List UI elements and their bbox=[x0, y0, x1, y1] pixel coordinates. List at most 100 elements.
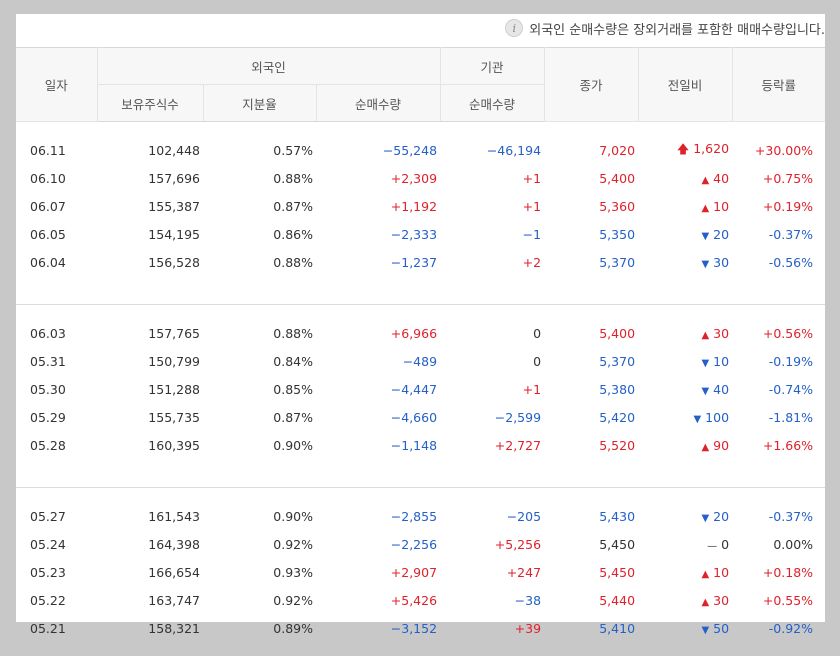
notice-bar: i 외국인 순매수량은 장외거래를 포함한 매매수량입니다. bbox=[505, 14, 825, 42]
change-value: 10 bbox=[713, 199, 729, 214]
spacer-cell bbox=[16, 122, 825, 137]
close-cell: 5,410 bbox=[544, 614, 638, 642]
change-cell: — 0 bbox=[638, 530, 732, 558]
inst-net-cell: −205 bbox=[440, 502, 544, 530]
foreign-net-cell: +5,426 bbox=[316, 586, 440, 614]
col-close: 종가 bbox=[544, 48, 638, 122]
triangle-up-icon: ▲ bbox=[701, 442, 709, 453]
change-cell: ▲ 40 bbox=[638, 164, 732, 192]
foreign-net-cell: −4,660 bbox=[316, 403, 440, 431]
inst-net-cell: +5,256 bbox=[440, 530, 544, 558]
date-cell: 05.21 bbox=[16, 614, 97, 642]
close-cell: 5,400 bbox=[544, 319, 638, 347]
inst-net-cell: +2,727 bbox=[440, 431, 544, 459]
holdings-cell: 150,799 bbox=[97, 347, 203, 375]
close-cell: 5,360 bbox=[544, 192, 638, 220]
rate-cell: +0.56% bbox=[732, 319, 825, 347]
group-spacer bbox=[16, 122, 825, 137]
date-cell: 06.05 bbox=[16, 220, 97, 248]
change-value: 50 bbox=[713, 621, 729, 636]
share-cell: 0.90% bbox=[203, 502, 316, 530]
share-cell: 0.57% bbox=[203, 136, 316, 164]
close-cell: 5,440 bbox=[544, 586, 638, 614]
holdings-cell: 166,654 bbox=[97, 558, 203, 586]
group-spacer bbox=[16, 276, 825, 290]
holdings-cell: 164,398 bbox=[97, 530, 203, 558]
change-cell: ▲ 10 bbox=[638, 558, 732, 586]
foreign-net-cell: −1,148 bbox=[316, 431, 440, 459]
change-cell: ▲ 10 bbox=[638, 192, 732, 220]
holdings-cell: 151,288 bbox=[97, 375, 203, 403]
col-change: 전일비 bbox=[638, 48, 732, 122]
holdings-cell: 163,747 bbox=[97, 586, 203, 614]
change-value: 10 bbox=[713, 565, 729, 580]
rate-cell: +0.18% bbox=[732, 558, 825, 586]
date-cell: 06.11 bbox=[16, 136, 97, 164]
change-cell: ▼ 20 bbox=[638, 220, 732, 248]
col-inst-net: 순매수량 bbox=[440, 85, 544, 122]
foreign-net-cell: +2,309 bbox=[316, 164, 440, 192]
holdings-cell: 156,528 bbox=[97, 248, 203, 276]
foreign-net-cell: −4,447 bbox=[316, 375, 440, 403]
spacer-cell bbox=[16, 305, 825, 319]
foreign-net-cell: −2,256 bbox=[316, 530, 440, 558]
foreign-net-cell: −1,237 bbox=[316, 248, 440, 276]
date-cell: 06.10 bbox=[16, 164, 97, 192]
col-holdings: 보유주식수 bbox=[97, 85, 203, 122]
triangle-down-icon: ▼ bbox=[701, 358, 709, 369]
date-cell: 05.24 bbox=[16, 530, 97, 558]
date-cell: 06.03 bbox=[16, 319, 97, 347]
date-cell: 05.27 bbox=[16, 502, 97, 530]
col-foreign-net: 순매수량 bbox=[316, 85, 440, 122]
rate-cell: -0.92% bbox=[732, 614, 825, 642]
close-cell: 5,370 bbox=[544, 248, 638, 276]
close-cell: 7,020 bbox=[544, 136, 638, 164]
inst-net-cell: −1 bbox=[440, 220, 544, 248]
triangle-up-icon: ▲ bbox=[701, 175, 709, 186]
col-share: 지분율 bbox=[203, 85, 316, 122]
date-cell: 05.23 bbox=[16, 558, 97, 586]
triangle-down-icon: ▼ bbox=[701, 625, 709, 636]
trading-table: 일자 외국인 기관 종가 전일비 등락률 보유주식수 지분율 순매수량 순매수량… bbox=[16, 47, 825, 656]
change-cell: ▲ 30 bbox=[638, 586, 732, 614]
dash-icon: — bbox=[707, 541, 717, 552]
inst-net-cell: +1 bbox=[440, 375, 544, 403]
inst-net-cell: +247 bbox=[440, 558, 544, 586]
close-cell: 5,450 bbox=[544, 558, 638, 586]
close-cell: 5,520 bbox=[544, 431, 638, 459]
change-cell: ▼ 10 bbox=[638, 347, 732, 375]
change-cell: ▲ 30 bbox=[638, 319, 732, 347]
date-cell: 06.07 bbox=[16, 192, 97, 220]
change-value: 100 bbox=[705, 410, 729, 425]
change-cell: ▼ 100 bbox=[638, 403, 732, 431]
investor-trading-panel: i 외국인 순매수량은 장외거래를 포함한 매매수량입니다. 일자 외국인 기관… bbox=[16, 14, 825, 622]
foreign-net-cell: +6,966 bbox=[316, 319, 440, 347]
rate-cell: -0.37% bbox=[732, 220, 825, 248]
inst-net-cell: +1 bbox=[440, 164, 544, 192]
rate-cell: -0.56% bbox=[732, 248, 825, 276]
holdings-cell: 155,735 bbox=[97, 403, 203, 431]
share-cell: 0.89% bbox=[203, 614, 316, 642]
holdings-cell: 158,321 bbox=[97, 614, 203, 642]
triangle-up-icon: ▲ bbox=[701, 597, 709, 608]
notice-text: 외국인 순매수량은 장외거래를 포함한 매매수량입니다. bbox=[529, 19, 825, 38]
inst-net-cell: −46,194 bbox=[440, 136, 544, 164]
triangle-up-icon: ▲ bbox=[701, 330, 709, 341]
foreign-net-cell: +2,907 bbox=[316, 558, 440, 586]
change-cell: ▲ 90 bbox=[638, 431, 732, 459]
spacer-cell bbox=[16, 473, 825, 487]
rate-cell: +0.19% bbox=[732, 192, 825, 220]
foreign-net-cell: −2,333 bbox=[316, 220, 440, 248]
triangle-up-icon: ▲ bbox=[701, 203, 709, 214]
group-spacer bbox=[16, 290, 825, 304]
change-value: 30 bbox=[713, 593, 729, 608]
holdings-cell: 154,195 bbox=[97, 220, 203, 248]
triangle-down-icon: ▼ bbox=[693, 414, 701, 425]
date-cell: 05.30 bbox=[16, 375, 97, 403]
rate-cell: -0.74% bbox=[732, 375, 825, 403]
date-cell: 05.29 bbox=[16, 403, 97, 431]
